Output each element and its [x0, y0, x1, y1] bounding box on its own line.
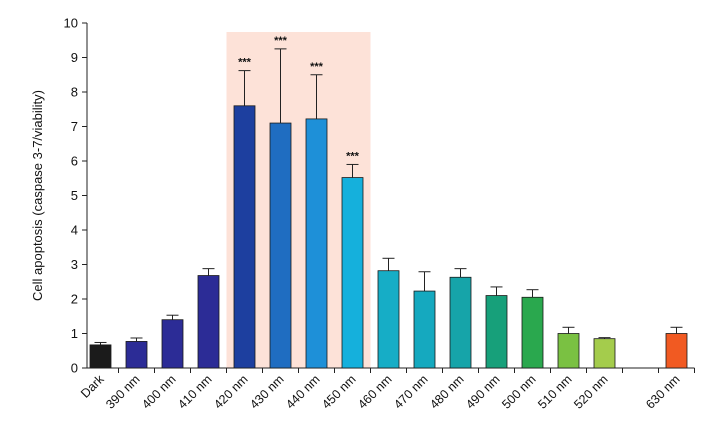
y-tick-label: 6	[71, 154, 78, 169]
bar	[665, 333, 688, 369]
bar	[521, 296, 544, 369]
x-category-label: 430 nm	[247, 372, 286, 411]
x-category-label: 420 nm	[211, 372, 250, 411]
bars: *** *** *** ***	[89, 35, 688, 369]
bar	[341, 177, 364, 369]
x-category-label: 510 nm	[535, 372, 574, 411]
bar	[377, 270, 400, 369]
x-category-label: 410 nm	[175, 372, 214, 411]
bar	[593, 338, 616, 369]
significance-label: ***	[346, 150, 360, 162]
y-axis: 0 1 2 3 4 5 6 7 8 9 10	[64, 16, 88, 376]
y-tick-label: 4	[71, 223, 78, 238]
bar	[161, 319, 184, 369]
x-category-label: 630 nm	[643, 372, 682, 411]
y-tick-label: 10	[64, 16, 78, 31]
bar	[305, 118, 328, 369]
significance-label: ***	[310, 61, 324, 73]
y-tick-label: 9	[71, 50, 78, 65]
significance-label: ***	[274, 35, 288, 47]
x-category-label: 480 nm	[427, 372, 466, 411]
y-tick-label: 8	[71, 85, 78, 100]
y-axis-label: Cell apoptosis (caspase 3-7/viability)	[30, 90, 45, 301]
bar	[485, 295, 508, 369]
x-category-label: 470 nm	[391, 372, 430, 411]
bar	[269, 122, 292, 369]
x-category-label: 450 nm	[319, 372, 358, 411]
bar	[413, 290, 436, 369]
bar	[197, 275, 220, 369]
bar	[449, 276, 472, 369]
y-tick-label: 1	[71, 326, 78, 341]
x-category-label: 390 nm	[103, 372, 142, 411]
x-category-label: 520 nm	[571, 372, 610, 411]
y-tick-label: 5	[71, 188, 78, 203]
x-category-label: 490 nm	[463, 372, 502, 411]
x-category-label: 460 nm	[355, 372, 394, 411]
x-category-label: 440 nm	[283, 372, 322, 411]
bar	[557, 333, 580, 369]
x-category-label: Dark	[78, 372, 107, 401]
y-tick-label: 0	[71, 361, 78, 376]
x-category-label: 500 nm	[499, 372, 538, 411]
bar	[125, 341, 148, 369]
bar	[89, 344, 112, 369]
y-tick-label: 2	[71, 292, 78, 307]
y-tick-label: 3	[71, 257, 78, 272]
bar	[233, 105, 256, 369]
y-tick-label: 7	[71, 119, 78, 134]
x-category-label: 400 nm	[139, 372, 178, 411]
significance-label: ***	[238, 57, 252, 69]
